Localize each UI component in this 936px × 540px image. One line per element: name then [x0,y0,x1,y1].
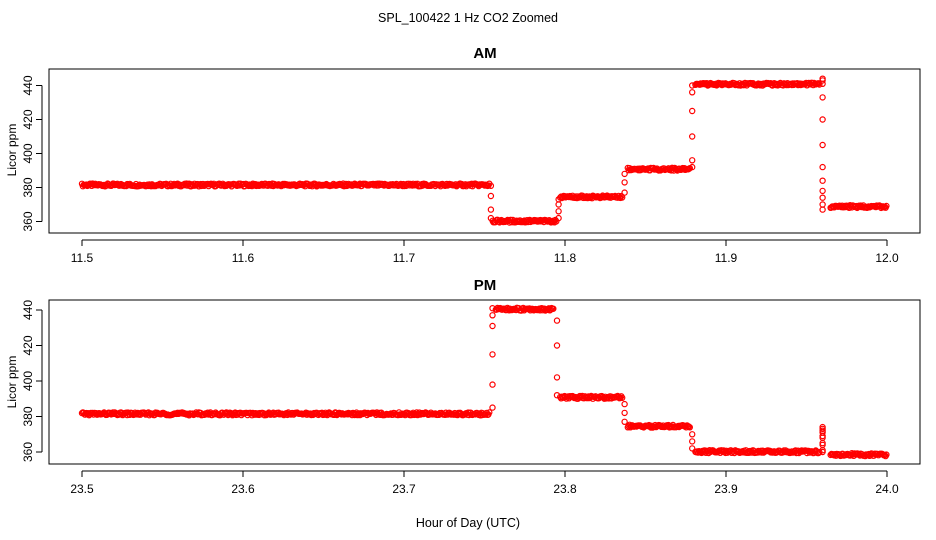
data-point [619,194,626,201]
panel-pm-x-axis: 23.5 23.6 23.7 23.8 23.9 24.0 [70,470,899,496]
data-point [819,177,826,184]
data-point [689,438,696,445]
data-point [819,447,826,454]
data-point [487,182,495,189]
panel-am-title: AM [473,45,496,62]
y-tick-label: 380 [21,177,35,197]
data-point [489,351,496,358]
data-point [489,322,496,330]
figure-title: SPL_100422 1 Hz CO2 Zoomed [378,11,558,25]
data-point [819,194,826,201]
x-tick-label: 11.8 [554,251,577,265]
data-point [819,187,826,195]
data-point [815,80,822,87]
data-point [819,432,826,440]
data-point [621,179,628,186]
data-point [689,89,696,96]
data-point [621,189,628,196]
data-point [877,204,885,212]
data-point [689,157,696,164]
panel-am-x-axis: 11.5 11.6 11.7 11.8 11.9 12.0 [71,239,899,265]
data-point [553,374,561,381]
x-tick-label: 23.6 [231,482,255,496]
data-point [689,431,696,438]
panel-am-points [78,75,890,226]
y-tick-label: 360 [21,442,35,462]
data-point [489,312,496,319]
panel-pm-y-axis: 360 380 400 420 440 [21,300,43,462]
data-point [555,214,562,222]
data-point [621,418,628,425]
data-point [550,305,557,312]
y-tick-label: 400 [21,371,35,391]
data-point [819,80,826,88]
panel-pm: PM Licor ppm 23.5 23.6 23.7 23.8 23.9 24.0 36… [5,277,921,496]
data-point [486,409,493,416]
x-tick-label: 23.7 [392,482,416,496]
x-tick-label: 11.9 [715,251,738,265]
data-point [819,201,826,208]
x-tick-label: 23.5 [70,482,94,496]
data-point [883,451,890,458]
y-tick-label: 420 [21,335,35,355]
data-point [883,202,890,210]
data-point [819,206,826,213]
panel-pm-points [78,304,890,460]
data-point [689,445,696,452]
data-point [555,208,562,215]
data-point [819,439,826,447]
data-point [819,423,826,431]
y-tick-label: 440 [21,75,35,95]
data-point [686,424,694,431]
y-tick-label: 380 [21,406,35,426]
data-point [689,82,696,89]
data-point [487,192,495,200]
data-point [489,305,496,312]
data-point [619,394,626,401]
data-point [553,317,561,324]
y-tick-label: 420 [21,109,35,129]
data-point [621,409,628,417]
data-point [555,196,562,203]
data-point [487,214,495,222]
y-tick-label: 400 [21,143,35,163]
figure-xlabel: Hour of Day (UTC) [416,516,520,530]
data-point [621,170,628,178]
panel-am: AM Licor ppm 11.5 11.6 11.7 11.8 11.9 12.0 36… [5,45,921,265]
panel-am-plot-box [48,68,921,234]
x-tick-label: 23.9 [714,482,738,496]
x-tick-label: 11.6 [232,251,255,265]
data-point [819,116,826,123]
data-point [553,342,561,349]
data-point [555,201,562,208]
data-point [816,81,823,88]
panel-am-ylabel: Licor ppm [5,124,19,177]
y-tick-label: 440 [21,300,35,320]
data-point [689,107,696,115]
x-tick-label: 11.5 [71,251,94,265]
data-point [689,133,696,140]
data-point [553,392,561,399]
panel-pm-plot-box [48,299,921,465]
x-tick-label: 11.7 [393,251,416,265]
x-tick-label: 24.0 [875,482,899,496]
x-tick-label: 23.8 [553,482,577,496]
data-point [243,181,250,188]
panel-pm-title: PM [474,277,497,294]
data-point [487,206,495,213]
data-point [819,141,826,149]
panel-am-y-axis: 360 380 400 420 440 [21,75,43,232]
x-tick-label: 12.0 [875,251,899,265]
data-point [489,381,496,388]
data-point [621,400,628,408]
data-point [689,163,696,171]
data-point [819,163,826,171]
panel-pm-ylabel: Licor ppm [5,356,19,409]
data-point [489,404,496,411]
y-tick-label: 360 [21,211,35,231]
data-point [819,94,826,101]
